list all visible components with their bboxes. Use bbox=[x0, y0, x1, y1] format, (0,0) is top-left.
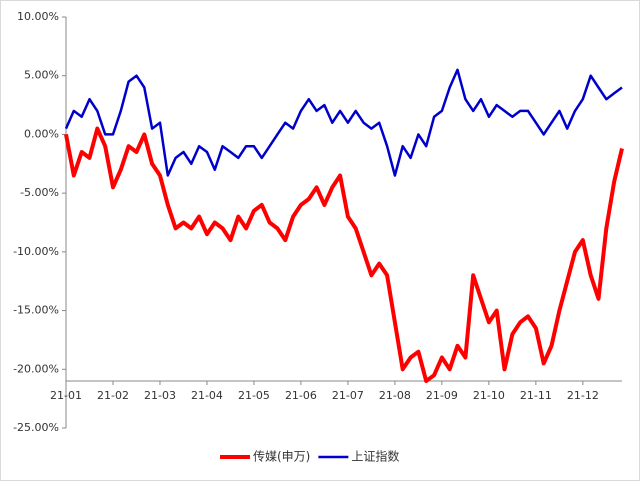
legend-label: 上证指数 bbox=[351, 449, 399, 464]
x-tick-label: 21-03 bbox=[144, 389, 176, 402]
x-tick-label: 21-05 bbox=[238, 389, 270, 402]
series-line bbox=[64, 126, 624, 383]
y-tick-label: 10.00% bbox=[17, 10, 59, 23]
x-tick-label: 21-11 bbox=[520, 389, 552, 402]
x-tick-label: 21-09 bbox=[426, 389, 458, 402]
legend-label: 传媒(申万) bbox=[253, 449, 310, 464]
x-tick-label: 21-12 bbox=[567, 389, 599, 402]
x-tick-label: 21-08 bbox=[379, 389, 411, 402]
x-tick-label: 21-01 bbox=[50, 389, 82, 402]
x-tick-label: 21-10 bbox=[473, 389, 505, 402]
y-tick-label: -25.00% bbox=[13, 421, 59, 434]
y-tick-label: -15.00% bbox=[13, 304, 59, 317]
series-line bbox=[64, 68, 623, 177]
x-tick-label: 21-04 bbox=[191, 389, 223, 402]
y-tick-label: -10.00% bbox=[13, 245, 59, 258]
y-tick-label: 0.00% bbox=[24, 127, 59, 140]
y-tick-label: 5.00% bbox=[24, 69, 59, 82]
x-tick-label: 21-07 bbox=[332, 389, 364, 402]
x-tick-label: 21-02 bbox=[97, 389, 129, 402]
y-tick-label: -20.00% bbox=[13, 362, 59, 375]
y-tick-label: -5.00% bbox=[20, 186, 59, 199]
x-tick-label: 21-06 bbox=[285, 389, 317, 402]
